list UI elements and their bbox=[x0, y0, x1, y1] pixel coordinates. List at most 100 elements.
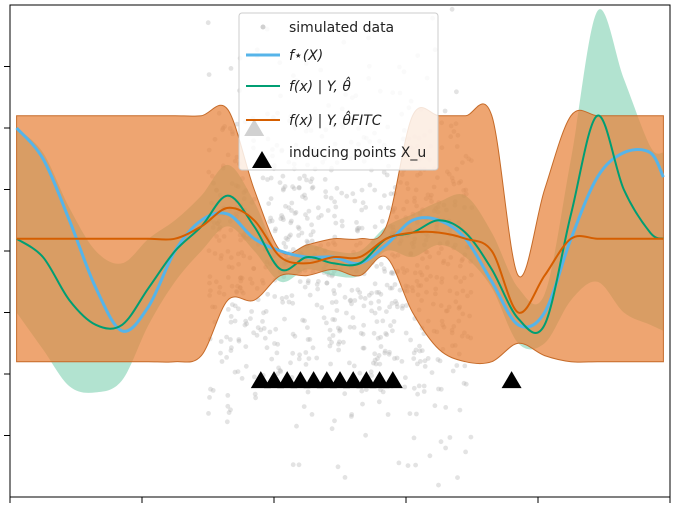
scatter-point bbox=[411, 350, 417, 356]
scatter-point bbox=[299, 230, 305, 236]
scatter-point bbox=[352, 198, 358, 204]
scatter-point bbox=[219, 359, 225, 364]
scatter-point bbox=[350, 191, 356, 197]
scatter-point bbox=[265, 177, 270, 182]
scatter-point bbox=[366, 292, 372, 298]
inducing-point-marker bbox=[356, 371, 377, 389]
scatter-point bbox=[386, 351, 392, 357]
scatter-point bbox=[385, 412, 391, 417]
scatter-point bbox=[403, 330, 409, 336]
scatter-point bbox=[288, 220, 294, 226]
scatter-point bbox=[316, 279, 321, 284]
scatter-point bbox=[368, 369, 374, 375]
scatter-point bbox=[375, 335, 381, 341]
scatter-point bbox=[376, 299, 382, 304]
legend-swatch-inducing bbox=[252, 151, 272, 168]
scatter-point bbox=[228, 66, 234, 71]
scatter-point bbox=[275, 341, 281, 347]
scatter-point bbox=[328, 195, 334, 201]
inducing-point-marker bbox=[277, 371, 298, 389]
scatter-point bbox=[349, 412, 355, 417]
scatter-point bbox=[462, 363, 468, 369]
scatter-point bbox=[332, 291, 337, 297]
legend: simulated data f⋆(X) f(x) | Y, θ̂ f(x) |… bbox=[238, 12, 439, 171]
scatter-point bbox=[266, 201, 272, 207]
scatter-point bbox=[378, 334, 383, 340]
scatter-point bbox=[416, 383, 422, 389]
scatter-point bbox=[333, 204, 339, 210]
scatter-point bbox=[360, 200, 366, 206]
scatter-point bbox=[342, 391, 348, 397]
scatter-point bbox=[407, 411, 413, 416]
scatter-point bbox=[261, 310, 266, 316]
scatter-point bbox=[308, 232, 314, 238]
scatter-point bbox=[286, 205, 292, 211]
scatter-point bbox=[377, 361, 383, 367]
scatter-point bbox=[422, 364, 428, 369]
scatter-point bbox=[413, 347, 419, 353]
scatter-point bbox=[323, 194, 329, 200]
scatter-point bbox=[229, 345, 234, 351]
scatter-point bbox=[327, 327, 333, 333]
scatter-point bbox=[228, 348, 234, 353]
scatter-point bbox=[454, 89, 459, 95]
inducing-point-marker bbox=[330, 371, 350, 389]
scatter-point bbox=[303, 362, 309, 367]
scatter-point bbox=[325, 208, 331, 213]
scatter-point bbox=[417, 348, 423, 354]
scatter-point bbox=[288, 232, 293, 238]
scatter-point bbox=[414, 411, 419, 417]
scatter-point bbox=[224, 419, 230, 425]
scatter-point bbox=[206, 411, 211, 416]
scatter-point bbox=[461, 380, 467, 386]
scatter-point bbox=[378, 387, 383, 393]
scatter-point bbox=[283, 244, 289, 250]
scatter-point bbox=[360, 401, 365, 407]
scatter-point bbox=[225, 393, 231, 398]
scatter-point bbox=[303, 195, 308, 201]
scatter-point bbox=[268, 215, 273, 221]
scatter-point bbox=[354, 220, 359, 225]
scatter-point bbox=[391, 319, 397, 324]
scatter-point bbox=[252, 374, 257, 380]
scatter-point bbox=[332, 418, 337, 424]
scatter-point bbox=[422, 358, 428, 364]
scatter-point bbox=[242, 322, 248, 328]
scatter-point bbox=[283, 203, 288, 209]
scatter-point bbox=[378, 344, 384, 349]
legend-swatch-simulated bbox=[260, 24, 266, 30]
scatter-point bbox=[319, 213, 324, 218]
scatter-point bbox=[310, 345, 316, 351]
scatter-point bbox=[300, 317, 305, 323]
scatter-point bbox=[421, 383, 427, 389]
scatter-point bbox=[321, 315, 327, 321]
scatter-point bbox=[310, 184, 316, 190]
legend-label-full: f(x) | Y, θ̂ bbox=[289, 76, 351, 95]
legend-label-inducing: inducing points X_u bbox=[289, 145, 426, 161]
scatter-point bbox=[374, 319, 380, 324]
scatter-point bbox=[344, 310, 349, 316]
scatter-point bbox=[376, 290, 382, 295]
scatter-point bbox=[389, 285, 395, 291]
scatter-point bbox=[207, 395, 212, 400]
scatter-point bbox=[332, 317, 338, 323]
scatter-point bbox=[228, 407, 233, 413]
legend-entry-fitc: f(x) | Y, θ̂FITC bbox=[246, 110, 382, 129]
scatter-point bbox=[337, 328, 342, 334]
scatter-point bbox=[421, 389, 427, 394]
scatter-point bbox=[262, 335, 268, 341]
scatter-point bbox=[468, 434, 474, 440]
scatter-point bbox=[387, 285, 393, 291]
scatter-point bbox=[443, 405, 449, 410]
scatter-point bbox=[274, 350, 280, 356]
scatter-point bbox=[349, 287, 355, 293]
scatter-point bbox=[258, 327, 264, 333]
scatter-point bbox=[373, 361, 379, 367]
inducing-point-marker bbox=[250, 371, 271, 389]
scatter-point bbox=[228, 314, 234, 319]
scatter-point bbox=[304, 177, 309, 183]
scatter-point bbox=[305, 337, 311, 342]
scatter-point bbox=[457, 407, 463, 413]
scatter-point bbox=[359, 225, 365, 231]
scatter-point bbox=[337, 339, 342, 345]
